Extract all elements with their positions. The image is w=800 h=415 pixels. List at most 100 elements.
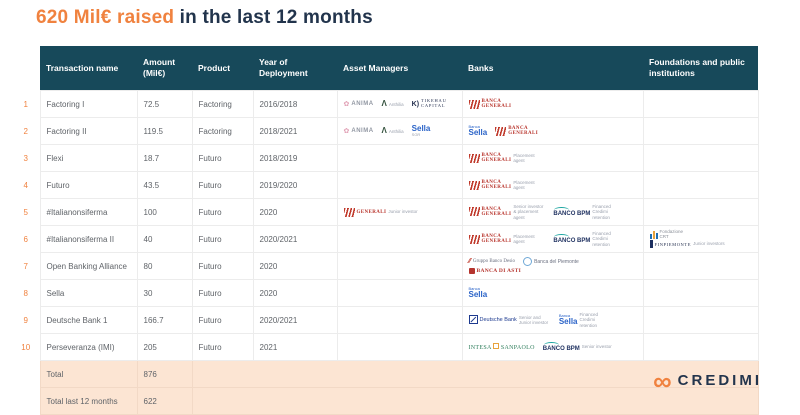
table-body: 1 Factoring I 72.5 Factoring 2016/2018 ✿ ANIMA…: [12, 90, 759, 361]
anthilia-peak-icon: Λ: [381, 126, 387, 135]
cell-asset-managers: [336, 225, 463, 253]
table-row: 8 Sella 30 Futuro 2020 Banca Sella: [12, 279, 759, 307]
header-transaction-name: Transaction name: [40, 46, 137, 91]
cell-year: 2020/2021: [252, 225, 338, 253]
cell-product: Futuro: [191, 333, 254, 361]
cell-product: Futuro: [191, 171, 254, 199]
cell-year: 2021: [252, 333, 338, 361]
banca-generali-logo: BANCA GENERALI Placement agent: [468, 233, 546, 245]
table-row: 6 #Italianonsiferma II 40 Futuro 2020/2021 BA…: [12, 225, 759, 253]
deutsche-bank-logo: Deutsche Bank Senior and Junior investor: [468, 314, 551, 326]
banca-generali-lion-icon: [468, 234, 480, 244]
role-label: Placement agent: [513, 233, 535, 244]
title-highlight: 620 Mil€ raised: [36, 7, 175, 28]
header-banks: Banks: [462, 46, 643, 91]
table-row: 1 Factoring I 72.5 Factoring 2016/2018 ✿ ANIMA…: [12, 90, 759, 118]
tikehau-logo: K) TIKEHAU CAPITAL: [411, 98, 447, 109]
intesa-sanpaolo-logo: INTESA SANPAOLO: [468, 343, 535, 351]
credimi-logo: ∞ CREDIMI: [653, 365, 762, 396]
fondazione-crt-bars-icon: [649, 230, 658, 239]
cell-amount: 40: [136, 225, 193, 253]
cell-product: Factoring: [191, 90, 254, 118]
cell-banks: BANCA GENERALI Senior investor & placement…: [461, 198, 644, 226]
banco-bpm-logo: BANCO BPM Senior investor: [543, 342, 614, 352]
cell-transaction-name: Open Banking Alliance: [39, 252, 138, 280]
cell-year: 2016/2018: [252, 90, 338, 118]
banca-generali-logo: BANCA GENERALI Senior investor & placement…: [468, 204, 546, 220]
anthilia-peak-icon: Λ: [381, 99, 387, 109]
cell-transaction-name: Factoring I: [39, 90, 138, 118]
cell-year: 2018/2021: [252, 117, 338, 145]
page-title: 620 Mil€ raised in the last 12 months: [36, 7, 373, 29]
cell-asset-managers: [336, 171, 463, 199]
cell-year: 2019/2020: [252, 171, 338, 199]
anima-flower-icon: ✿: [343, 100, 350, 108]
cell-foundations: [642, 306, 759, 334]
cell-banks: BANCA GENERALI: [461, 90, 644, 118]
role-label: Junior investors: [693, 241, 725, 247]
cell-asset-managers: [336, 144, 463, 172]
table-row: 4 Futuro 43.5 Futuro 2019/2020 BANCA GENERALI P…: [12, 171, 759, 199]
cell-foundations: [642, 279, 759, 307]
row-number: 3: [23, 153, 28, 163]
header-asset-managers: Asset Managers: [337, 46, 462, 91]
cell-banks: INTESA SANPAOLO BANCO BPM Senior investor: [461, 333, 644, 361]
cell-asset-managers: [336, 252, 463, 280]
cell-banks: ⁄⁄ Gruppo Banco Desio Banca del Piemonte BA…: [461, 252, 644, 280]
total-spacer: [191, 387, 759, 415]
banca-generali-logo: BANCA GENERALI: [495, 126, 538, 137]
cell-asset-managers: ✿ ANIMA Λ Anthilia K) TIKEHAU CAPITAL: [336, 90, 463, 118]
banca-generali-lion-icon: [468, 180, 480, 190]
cell-amount: 166.7: [136, 306, 193, 334]
cell-foundations: Fondazione CRT FINPIEMONTE Junior investors: [642, 225, 759, 253]
cell-amount: 205: [136, 333, 193, 361]
cell-banks: Deutsche Bank Senior and Junior investor B…: [461, 306, 644, 334]
banca-generali-lion-icon: [468, 99, 480, 109]
cell-year: 2020: [252, 198, 338, 226]
banca-sella-logo: Banca Sella: [468, 123, 488, 138]
header-row-number: [12, 46, 40, 91]
banca-generali-lion-icon: [495, 126, 507, 136]
cell-amount: 30: [136, 279, 193, 307]
cell-amount: 119.5: [136, 117, 193, 145]
banca-generali-logo: BANCA GENERALI Placement agent: [468, 152, 546, 164]
cell-banks: Banca Sella: [461, 279, 644, 307]
row-number: 9: [23, 315, 28, 325]
anima-logo: ✿ ANIMA: [343, 127, 374, 135]
transactions-table: Transaction name Amount (Mil€) Product Y…: [12, 46, 759, 415]
cell-product: Futuro: [191, 198, 254, 226]
credimi-wordmark: CREDIMI: [677, 372, 762, 390]
role-label: Senior and Junior investor: [518, 314, 549, 325]
banca-del-piemonte-circle-icon: [523, 257, 533, 267]
banco-desio-mark-icon: ⁄⁄: [468, 258, 471, 266]
banco-bpm-swoosh-icon: [554, 233, 570, 240]
cell-product: Factoring: [191, 117, 254, 145]
role-label: Junior investor: [388, 209, 418, 215]
cell-banks: BANCA GENERALI Placement agent: [461, 171, 644, 199]
cell-amount: 43.5: [136, 171, 193, 199]
credimi-infinity-icon: ∞: [653, 365, 672, 396]
role-label: Placement agent: [513, 152, 535, 163]
banco-bpm-swoosh-icon: [543, 342, 559, 348]
cell-year: 2020: [252, 252, 338, 280]
intesa-square-icon: [493, 343, 500, 349]
table-row: 3 Flexi 18.7 Futuro 2018/2019 BANCA GENERALI Pl…: [12, 144, 759, 172]
finpiemonte-logo: FINPIEMONTE Junior investors: [649, 240, 726, 249]
anima-logo: ✿ ANIMA: [343, 100, 374, 108]
banca-di-asti-square-icon: [468, 268, 475, 275]
cell-foundations: [642, 171, 759, 199]
role-label: Senior investor: [581, 344, 612, 350]
cell-asset-managers: [336, 333, 463, 361]
cell-transaction-name: Futuro: [39, 171, 138, 199]
banco-bpm-swoosh-icon: [554, 206, 570, 213]
role-label: Financed Credimi retention: [592, 203, 611, 220]
table-row: 10 Perseveranza (IMI) 205 Futuro 2021 INTESA …: [12, 333, 759, 361]
row-number: 7: [23, 261, 28, 271]
tikehau-monogram-icon: K): [411, 100, 420, 108]
cell-foundations: [642, 198, 759, 226]
table-row: 7 Open Banking Alliance 80 Futuro 2020 ⁄⁄ Grup…: [12, 252, 759, 280]
header-year: Year of Deployment: [253, 46, 337, 91]
total-last-12-label: Total last 12 months: [39, 387, 138, 415]
row-number: 5: [23, 207, 28, 217]
banca-del-piemonte-logo: Banca del Piemonte: [523, 257, 579, 267]
